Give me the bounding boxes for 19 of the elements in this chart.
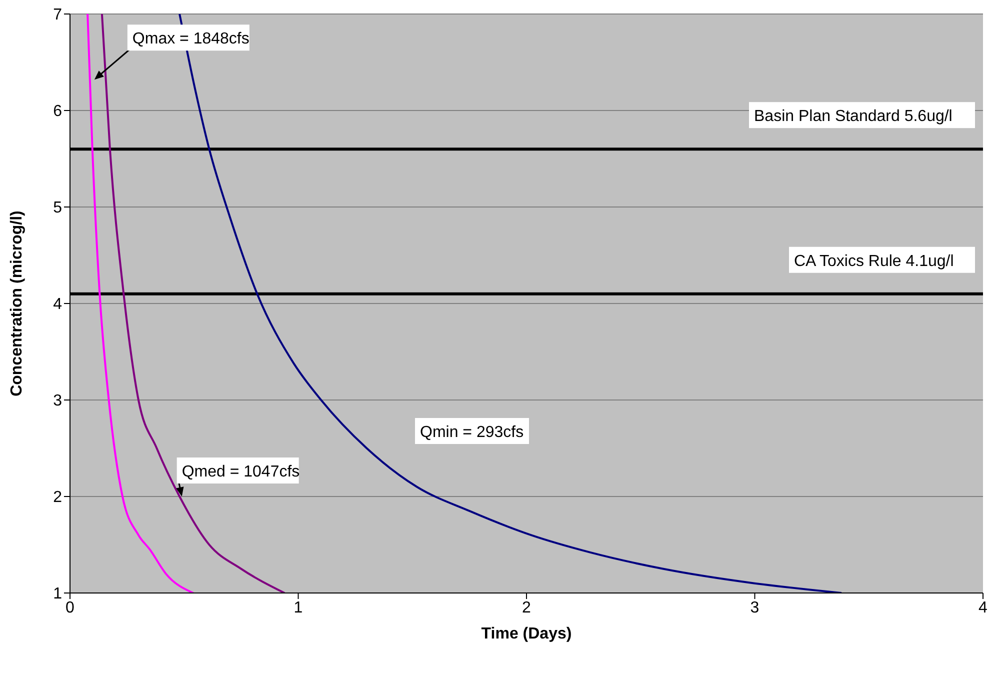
- y-tick-label: 6: [53, 103, 62, 120]
- y-tick-label: 5: [53, 200, 62, 217]
- y-tick-label: 2: [53, 489, 62, 506]
- ref-line-label: CA Toxics Rule 4.1ug/l: [794, 252, 954, 270]
- y-tick-label: 4: [53, 296, 62, 314]
- x-axis-title: Time (Days): [481, 625, 572, 642]
- x-tick-label: 1: [294, 599, 303, 616]
- x-tick-label: 2: [522, 599, 532, 616]
- annotation: Qmin = 293cfs: [420, 424, 524, 441]
- annotation: Qmed = 1047cfs: [182, 464, 300, 480]
- y-axis-title: Concentration (microg/l): [8, 210, 26, 396]
- ref-line-label: Basin Plan Standard 5.6ug/l: [754, 108, 952, 126]
- y-tick-label: 3: [53, 392, 62, 410]
- y-tick-label: 1: [53, 586, 62, 603]
- y-tick-label: 7: [53, 6, 62, 24]
- x-tick-label: 4: [978, 599, 988, 616]
- annotation: Qmax = 1848cfs: [132, 30, 250, 48]
- x-tick-label: 3: [750, 599, 760, 616]
- x-tick-label: 0: [66, 599, 75, 616]
